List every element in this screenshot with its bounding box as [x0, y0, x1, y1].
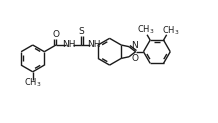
Text: S: S [79, 27, 85, 36]
Text: CH$_3$: CH$_3$ [162, 25, 179, 37]
Text: CH$_3$: CH$_3$ [137, 24, 155, 36]
Text: NH: NH [87, 40, 100, 49]
Text: NH: NH [63, 40, 76, 49]
Text: N: N [131, 40, 138, 50]
Text: CH$_3$: CH$_3$ [24, 77, 41, 89]
Text: O: O [131, 54, 138, 63]
Text: O: O [53, 30, 60, 39]
